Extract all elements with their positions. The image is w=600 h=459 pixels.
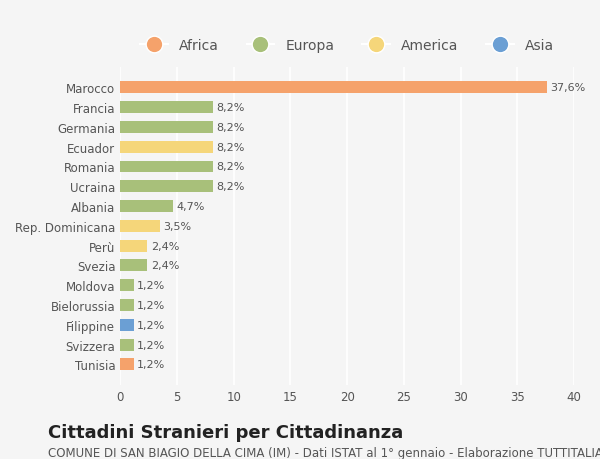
Bar — [120, 181, 213, 193]
Legend: Africa, Europa, America, Asia: Africa, Europa, America, Asia — [134, 34, 560, 58]
Bar — [120, 82, 547, 94]
Text: 4,7%: 4,7% — [177, 202, 205, 212]
Bar — [120, 240, 148, 252]
Bar — [120, 319, 134, 331]
Bar — [120, 141, 213, 153]
Bar — [120, 280, 134, 291]
Text: 1,2%: 1,2% — [137, 320, 166, 330]
Text: 37,6%: 37,6% — [550, 83, 586, 93]
Text: 1,2%: 1,2% — [137, 340, 166, 350]
Bar — [120, 201, 173, 213]
Bar — [120, 102, 213, 114]
Bar — [120, 339, 134, 351]
Bar — [120, 260, 148, 272]
Text: 8,2%: 8,2% — [217, 162, 245, 172]
Text: COMUNE DI SAN BIAGIO DELLA CIMA (IM) - Dati ISTAT al 1° gennaio - Elaborazione T: COMUNE DI SAN BIAGIO DELLA CIMA (IM) - D… — [48, 446, 600, 459]
Text: 2,4%: 2,4% — [151, 241, 179, 251]
Text: 1,2%: 1,2% — [137, 359, 166, 369]
Text: 3,5%: 3,5% — [163, 221, 191, 231]
Bar — [120, 358, 134, 370]
Bar — [120, 220, 160, 232]
Bar — [120, 122, 213, 134]
Bar — [120, 299, 134, 311]
Text: 2,4%: 2,4% — [151, 261, 179, 271]
Bar — [120, 161, 213, 173]
Text: 8,2%: 8,2% — [217, 123, 245, 133]
Text: 1,2%: 1,2% — [137, 280, 166, 291]
Text: 8,2%: 8,2% — [217, 103, 245, 113]
Text: 8,2%: 8,2% — [217, 182, 245, 192]
Text: 1,2%: 1,2% — [137, 300, 166, 310]
Text: Cittadini Stranieri per Cittadinanza: Cittadini Stranieri per Cittadinanza — [48, 423, 403, 441]
Text: 8,2%: 8,2% — [217, 142, 245, 152]
